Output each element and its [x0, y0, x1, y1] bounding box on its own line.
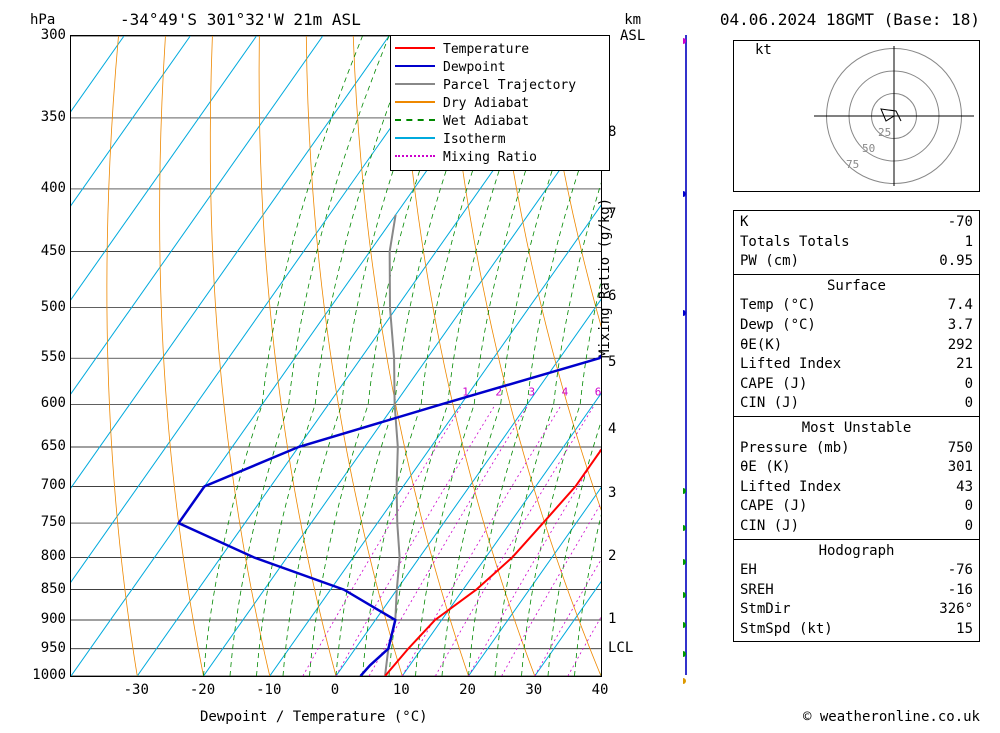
info-row: SREH-16: [740, 581, 973, 601]
wind-barb: [683, 615, 723, 639]
hodograph-label: kt: [755, 42, 772, 58]
y-axis-left-label: hPa: [30, 12, 55, 28]
x-tick: 20: [459, 682, 476, 698]
info-row: Temp (°C)7.4: [740, 296, 973, 316]
info-row: StmSpd (kt)15: [740, 620, 973, 640]
title-left: -34°49'S 301°32'W 21m ASL: [120, 10, 361, 29]
x-tick: -20: [190, 682, 215, 698]
info-row: Pressure (mb)750: [740, 439, 973, 459]
wind-barb: [683, 184, 723, 208]
info-row: PW (cm)0.95: [740, 252, 973, 272]
lcl-label: LCL: [608, 640, 633, 656]
x-axis-label: Dewpoint / Temperature (°C): [200, 709, 428, 725]
y-tick: 400: [28, 180, 66, 196]
info-section: SurfaceTemp (°C)7.4Dewp (°C)3.7θE(K)292L…: [734, 275, 979, 417]
y-tick-km: 3: [608, 485, 616, 501]
y-tick-km: 1: [608, 611, 616, 627]
wind-barb: [683, 585, 723, 609]
y-axis-right-label: kmASL: [620, 12, 645, 44]
x-tick: 10: [393, 682, 410, 698]
x-tick: 30: [525, 682, 542, 698]
info-row: Totals Totals1: [740, 233, 973, 253]
info-row: θE (K)301: [740, 458, 973, 478]
legend-item: Dewpoint: [395, 58, 605, 76]
wind-barb: [683, 303, 723, 327]
svg-text:6: 6: [595, 386, 601, 399]
wind-barb: [683, 481, 723, 505]
x-tick: 0: [331, 682, 339, 698]
info-row: CAPE (J)0: [740, 375, 973, 395]
y-tick: 300: [28, 27, 66, 43]
y-tick: 850: [28, 581, 66, 597]
y-tick: 500: [28, 299, 66, 315]
y-tick: 700: [28, 477, 66, 493]
wind-barb: [683, 671, 723, 695]
info-row: CAPE (J)0: [740, 497, 973, 517]
legend-item: Isotherm: [395, 130, 605, 148]
info-panel: K-70Totals Totals1PW (cm)0.95SurfaceTemp…: [733, 210, 980, 642]
wind-barb: [683, 518, 723, 542]
info-row: CIN (J)0: [740, 394, 973, 414]
svg-text:25: 25: [878, 126, 891, 139]
legend-item: Wet Adiabat: [395, 112, 605, 130]
y-tick: 800: [28, 548, 66, 564]
svg-text:3: 3: [528, 386, 535, 399]
x-tick: -30: [124, 682, 149, 698]
info-row: θE(K)292: [740, 336, 973, 356]
info-row: CIN (J)0: [740, 517, 973, 537]
legend-item: Parcel Trajectory: [395, 76, 605, 94]
y-tick-km: 6: [608, 288, 616, 304]
y-tick: 550: [28, 349, 66, 365]
y-tick-km: 5: [608, 354, 616, 370]
y-tick: 950: [28, 640, 66, 656]
copyright: © weatheronline.co.uk: [803, 709, 980, 725]
wind-barb: [683, 31, 723, 55]
info-row: EH-76: [740, 561, 973, 581]
info-row: K-70: [740, 213, 973, 233]
y-tick: 600: [28, 395, 66, 411]
info-row: Lifted Index21: [740, 355, 973, 375]
y-tick: 350: [28, 109, 66, 125]
y-tick: 900: [28, 611, 66, 627]
legend-item: Mixing Ratio: [395, 148, 605, 166]
info-row: StmDir326°: [740, 600, 973, 620]
wind-barb: [683, 552, 723, 576]
info-row: Dewp (°C)3.7: [740, 316, 973, 336]
x-tick: -10: [256, 682, 281, 698]
info-section: HodographEH-76SREH-16StmDir326°StmSpd (k…: [734, 540, 979, 642]
info-section: Most UnstablePressure (mb)750θE (K)301Li…: [734, 417, 979, 540]
y-tick: 650: [28, 438, 66, 454]
info-row: Lifted Index43: [740, 478, 973, 498]
y-tick-km: 7: [608, 206, 616, 222]
svg-text:50: 50: [862, 142, 875, 155]
legend-item: Temperature: [395, 40, 605, 58]
svg-text:75: 75: [846, 158, 859, 171]
wind-barb-axis: [685, 35, 687, 675]
y-tick: 750: [28, 514, 66, 530]
y-tick: 450: [28, 243, 66, 259]
legend: TemperatureDewpointParcel TrajectoryDry …: [390, 35, 610, 171]
y-tick-km: 4: [608, 421, 616, 437]
info-section: K-70Totals Totals1PW (cm)0.95: [734, 211, 979, 275]
y-tick: 1000: [28, 667, 66, 683]
legend-item: Dry Adiabat: [395, 94, 605, 112]
title-right: 04.06.2024 18GMT (Base: 18): [720, 10, 980, 29]
y-tick-km: 2: [608, 548, 616, 564]
hodograph: 255075: [733, 40, 980, 192]
wind-barb: [683, 644, 723, 668]
svg-text:4: 4: [562, 386, 569, 399]
x-tick: 40: [592, 682, 609, 698]
